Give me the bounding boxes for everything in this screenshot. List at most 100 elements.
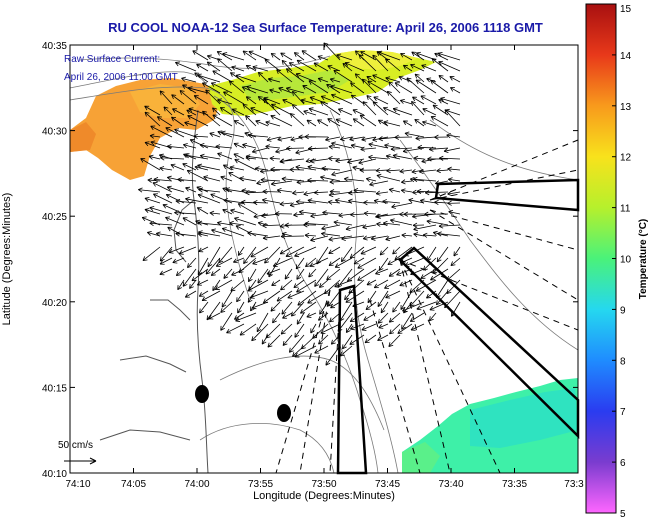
current-vector: [184, 121, 197, 127]
y-tick-label: 40:25: [42, 212, 67, 223]
current-vector: [375, 268, 389, 275]
current-vector: [247, 230, 269, 237]
current-vector: [388, 312, 401, 323]
current-vector: [148, 154, 161, 160]
current-vector: [362, 224, 377, 230]
current-vector: [205, 89, 221, 105]
current-vector: [368, 154, 389, 160]
current-vector: [217, 98, 233, 105]
current-vector: [221, 227, 245, 237]
current-vector: [319, 301, 329, 315]
current-vector: [250, 246, 269, 258]
current-vector: [248, 268, 257, 283]
current-vector: [269, 88, 281, 94]
radial-line-9: [329, 299, 341, 474]
current-vector: [292, 190, 305, 196]
y-axis-label: Latitude (Degrees:Minutes): [1, 193, 13, 326]
current-vector: [205, 257, 221, 275]
current-vector: [291, 104, 305, 116]
current-vector: [186, 169, 209, 182]
current-vector: [304, 232, 317, 238]
current-vector: [269, 155, 281, 162]
colorbar-tick-label: 15: [620, 4, 632, 15]
current-vector: [231, 65, 245, 72]
current-vector: [279, 201, 293, 207]
current-vector: [280, 233, 305, 239]
current-vector: [390, 146, 413, 152]
current-vector: [153, 177, 173, 183]
current-vector: [386, 168, 401, 174]
current-vector: [271, 279, 281, 286]
current-vector: [188, 107, 209, 116]
current-vector: [251, 147, 269, 154]
current-vector: [337, 312, 353, 332]
current-vector: [242, 50, 257, 61]
current-vector: [424, 211, 449, 217]
current-vector: [396, 268, 413, 276]
current-vector: [436, 168, 449, 174]
current-vector: [436, 246, 449, 263]
current-vector: [400, 257, 413, 264]
current-vector: [214, 279, 233, 290]
current-vector: [416, 301, 437, 311]
current-vector: [426, 246, 437, 262]
current-vector: [199, 143, 221, 149]
current-vector: [375, 167, 389, 174]
current-vector: [438, 223, 461, 229]
current-vector: [281, 301, 293, 315]
current-vector: [385, 58, 401, 72]
colorbar-tick-label: 8: [620, 356, 626, 367]
current-vector: [402, 120, 413, 127]
station-dot: [277, 404, 291, 422]
current-vector: [220, 301, 233, 313]
current-vector: [279, 246, 293, 255]
current-vector: [349, 136, 365, 142]
current-vector: [144, 111, 161, 127]
current-vector: [377, 290, 389, 307]
current-vector: [361, 323, 377, 331]
bathymetry-contours: [69, 55, 579, 474]
current-vector: [296, 268, 305, 280]
current-vector: [383, 120, 401, 127]
current-vector: [388, 81, 401, 94]
current-vector: [370, 235, 389, 241]
current-vector: [401, 232, 413, 238]
current-vector: [253, 213, 269, 219]
current-vector: [373, 198, 389, 204]
colorbar: [585, 3, 617, 514]
current-vector: [424, 190, 449, 196]
current-vector: [382, 220, 401, 226]
current-vector: [223, 91, 245, 105]
current-vector: [330, 84, 353, 94]
current-vector: [408, 198, 425, 204]
current-vector: [272, 257, 293, 268]
radial-line-5: [399, 259, 579, 331]
current-vector: [347, 158, 365, 165]
current-vector: [239, 323, 257, 336]
current-vector: [372, 74, 389, 83]
current-vector: [223, 268, 233, 279]
current-vector: [420, 268, 437, 279]
current-vector: [333, 220, 353, 226]
current-vector: [264, 58, 281, 72]
current-vector: [166, 144, 185, 150]
current-vector: [175, 61, 197, 72]
current-vector: [358, 54, 377, 72]
colorbar-tick-label: 13: [620, 102, 632, 113]
y-tick-label: 40:10: [42, 469, 67, 480]
current-vector: [175, 231, 197, 237]
current-vector: [339, 345, 353, 357]
current-vector: [377, 334, 389, 342]
current-vector: [379, 246, 389, 256]
current-vector: [229, 220, 245, 226]
current-vector: [349, 334, 365, 345]
current-vector: [345, 290, 365, 303]
current-vector: [430, 116, 449, 127]
current-vector: [199, 153, 221, 160]
current-vector: [380, 301, 389, 314]
current-vector: [284, 268, 293, 280]
y-tick-label: 40:20: [42, 298, 67, 309]
current-vector: [358, 158, 377, 165]
current-vector: [215, 257, 233, 267]
current-vector: [342, 334, 353, 350]
